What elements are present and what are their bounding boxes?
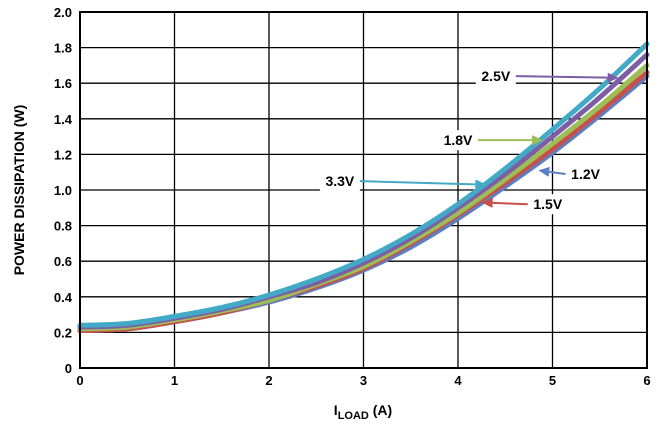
y-tick-label-4: 0.8: [54, 219, 72, 234]
annotation-label-3-3v: 3.3V: [325, 173, 354, 189]
annotation-arrow-3-3v: [359, 180, 476, 186]
annotation-arrow-1-2v: [549, 170, 566, 175]
y-tick-label-2: 0.4: [54, 290, 73, 305]
x-axis-label-subscript: LOAD: [338, 410, 369, 422]
x-tick-label-5: 5: [549, 373, 556, 388]
plot-border: [79, 11, 648, 369]
x-tick-label-6: 6: [643, 373, 650, 388]
y-tick-label-0: 0: [65, 361, 72, 376]
x-tick-label-1: 1: [171, 373, 178, 388]
annotation-arrowhead-1-5v: [481, 197, 493, 208]
x-tick-label-4: 4: [454, 373, 462, 388]
annotation-arrow-2-5v: [515, 75, 608, 79]
y-axis-label: POWER DISSIPATION (W): [11, 105, 27, 276]
annotation-box-3-3v: [319, 171, 360, 192]
annotation-arrow-1-5v: [492, 201, 528, 206]
series-line-3-3v: [77, 41, 650, 328]
annotation-box-1-5v: [527, 194, 568, 215]
series-annotations: 1.2V 1.5V 1.8V 2.5V 3.3V: [319, 66, 619, 215]
annotation-label-1-8v: 1.8V: [444, 132, 473, 148]
y-tick-label-1: 0.2: [54, 325, 72, 340]
y-tick-label-10: 2.0: [54, 5, 72, 20]
annotation-arrowhead-1-8v: [532, 135, 544, 146]
annotation-box-1-8v: [438, 130, 478, 151]
annotation-arrowhead-2-5v: [607, 72, 619, 83]
annotation-box-1-2v: [565, 163, 606, 184]
annotation-label-2-5v: 2.5V: [481, 68, 510, 84]
annotation-arrowhead-3-3v: [475, 179, 487, 190]
x-tick-label-0: 0: [76, 373, 83, 388]
x-tick-labels: 0 1 2 3 4 5 6: [76, 373, 650, 388]
series-curves: [77, 41, 650, 334]
y-tick-label-5: 1.0: [54, 183, 72, 198]
annotation-box-2-5v: [475, 66, 516, 87]
annotation-label-1-2v: 1.2V: [571, 166, 600, 182]
annotation-arrowhead-1-2v: [538, 166, 550, 177]
x-tick-label-3: 3: [360, 373, 367, 388]
x-axis-label: ILOAD (A): [334, 402, 392, 422]
y-tick-label-8: 1.6: [54, 76, 72, 91]
y-tick-label-9: 1.8: [54, 41, 72, 56]
x-axis-label-main: I: [334, 402, 338, 418]
y-tick-labels: 0 0.2 0.4 0.6 0.8 1.0 1.2 1.4 1.6 1.8 2.0: [54, 5, 73, 376]
annotation-label-1-5v: 1.5V: [533, 196, 562, 212]
y-tick-label-6: 1.2: [54, 147, 72, 162]
y-tick-label-7: 1.4: [54, 112, 73, 127]
x-axis-label-suffix: (A): [369, 402, 392, 418]
y-tick-label-3: 0.6: [54, 254, 72, 269]
x-tick-label-2: 2: [265, 373, 272, 388]
